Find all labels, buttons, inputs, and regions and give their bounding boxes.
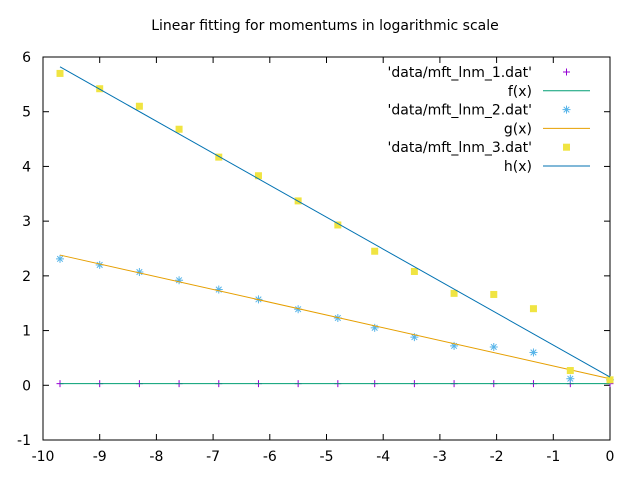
series-layer — [56, 66, 614, 388]
x-tick-label: -3 — [433, 449, 447, 465]
legend-entry: 'data/mft_lnm_1.dat' — [388, 65, 570, 81]
legend-label: 'data/mft_lnm_2.dat' — [388, 103, 532, 119]
data-point — [489, 342, 498, 351]
legend-marker-sample — [562, 105, 571, 114]
series-line — [59, 66, 611, 378]
series-2 — [56, 254, 614, 384]
marker-stroke — [56, 255, 64, 263]
x-tick-label: -10 — [32, 449, 55, 465]
data-point — [370, 323, 379, 332]
data-point — [175, 125, 183, 133]
y-tick-label: 6 — [22, 50, 31, 66]
x-tick-label: -1 — [546, 449, 560, 465]
marker-stroke — [530, 349, 537, 356]
chart-title: Linear fitting for momentums in logarith… — [151, 18, 499, 34]
data-point — [410, 267, 418, 275]
legend-entry: h(x) — [504, 159, 590, 175]
marker-stroke — [294, 306, 302, 313]
x-tick-label: -8 — [149, 449, 163, 465]
y-tick-label: 1 — [22, 324, 31, 340]
data-point — [490, 290, 498, 298]
data-point — [334, 221, 342, 229]
legend-entry: 'data/mft_lnm_3.dat' — [388, 140, 570, 156]
legend-marker-sample — [563, 143, 570, 151]
legend-label: 'data/mft_lnm_1.dat' — [388, 65, 532, 81]
legend-entry: f(x) — [508, 84, 590, 100]
data-point — [56, 69, 64, 77]
legend-marker-sample — [563, 68, 570, 76]
marker-stroke — [563, 106, 570, 113]
data-point — [214, 285, 223, 294]
data-point — [56, 254, 65, 263]
data-point — [450, 289, 458, 297]
data-point — [175, 276, 184, 285]
series-5 — [59, 66, 611, 378]
x-tick-label: -5 — [320, 449, 334, 465]
data-point — [215, 153, 223, 161]
data-point — [529, 348, 538, 357]
y-tick-label: -1 — [17, 433, 31, 449]
y-tick-label: 4 — [22, 159, 31, 175]
data-point — [254, 172, 262, 180]
data-point — [135, 268, 144, 277]
data-point — [566, 367, 574, 375]
data-point — [606, 376, 614, 384]
marker-stroke — [567, 375, 574, 382]
legend-entry: 'data/mft_lnm_2.dat' — [388, 103, 571, 119]
x-tick-label: 0 — [606, 449, 615, 465]
y-tick-label: 3 — [22, 214, 31, 230]
y-tick-label: 2 — [22, 269, 31, 285]
legend: 'data/mft_lnm_1.dat' f(x) 'data/mft_lnm_2.… — [388, 65, 590, 175]
marker-stroke — [96, 261, 103, 269]
data-point — [566, 374, 575, 383]
y-tick-label: 0 — [22, 378, 31, 394]
x-tick-label: -6 — [263, 449, 277, 465]
marker-stroke — [175, 277, 183, 284]
marker-stroke — [136, 268, 143, 276]
data-point — [529, 305, 537, 313]
data-point — [135, 102, 143, 110]
x-tick-label: -7 — [206, 449, 220, 465]
x-tick-label: -4 — [376, 449, 390, 465]
marker-stroke — [215, 286, 222, 293]
legend-label: h(x) — [504, 159, 532, 175]
marker-stroke — [490, 343, 497, 351]
legend-label: g(x) — [504, 121, 532, 137]
y-tick-label: 5 — [22, 105, 31, 121]
legend-label: 'data/mft_lnm_3.dat' — [388, 140, 532, 156]
data-point — [371, 247, 379, 255]
series-3 — [59, 254, 611, 380]
legend-label: f(x) — [508, 84, 532, 100]
legend-entry: g(x) — [504, 121, 590, 137]
x-tick-label: -9 — [93, 449, 107, 465]
series-line — [59, 254, 611, 380]
x-tick-label: -2 — [490, 449, 504, 465]
